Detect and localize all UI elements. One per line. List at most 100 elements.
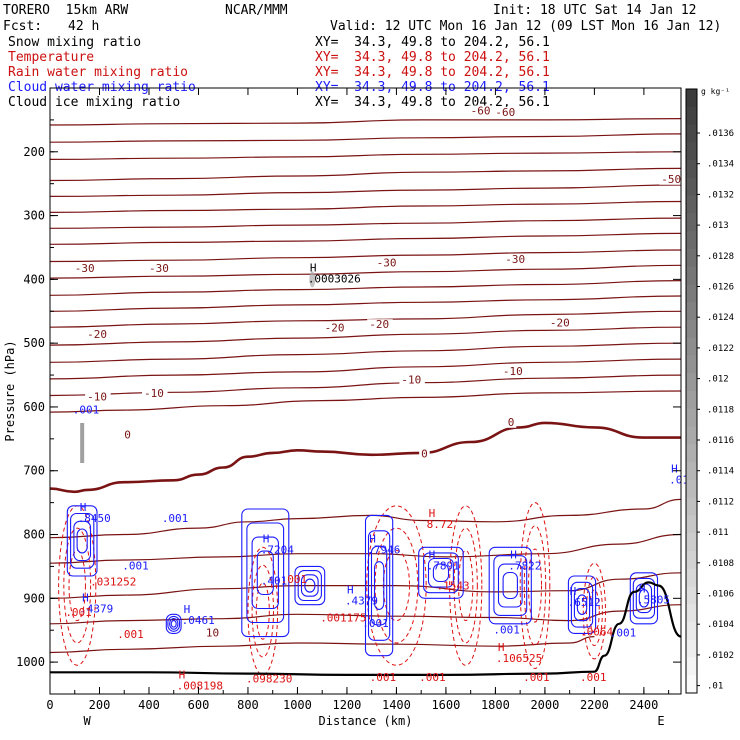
temperature-label-bg-3: [72, 263, 99, 275]
cloud_water-max-value-8: .4379: [345, 595, 378, 608]
colorbar-cell-1: [686, 106, 697, 126]
cloud_water-max-value-7: .4379: [80, 602, 113, 615]
y-tick-label-6: 800: [23, 528, 45, 542]
colorbar-cell-17: [686, 391, 697, 410]
cloud_water-max-value-3: .001: [73, 403, 100, 416]
cloud-water-contour-2-3: [373, 561, 385, 610]
cloud_water-max-mark-15: H: [184, 603, 191, 616]
colorbar-cell-15: [686, 355, 697, 374]
cloud-water-contour-6-1: [632, 577, 656, 619]
cloud-water-contour-4-1: [493, 555, 528, 616]
isotherm-3: [50, 217, 681, 229]
x-tick-label-7: 1400: [382, 698, 411, 712]
colorbar-label-6: .0124: [707, 313, 734, 323]
field-xy-cloud-ice: XY= 34.3, 49.8 to 204.2, 56.1: [315, 95, 550, 110]
cloud-water-contour-6-3: [638, 589, 650, 608]
snow-maximum-shade: [309, 271, 316, 288]
colorbar-cell-0: [686, 89, 697, 108]
y-tick-label-4: 600: [23, 400, 45, 414]
cloud_water-max-value-4: .001: [122, 560, 149, 573]
colorbar-cell-29: [686, 604, 697, 623]
isotherm-1: [50, 184, 681, 197]
isotherm-5: [50, 249, 681, 263]
cloud-water-contour-7-2: [300, 574, 319, 597]
isotherm-4: [50, 232, 681, 245]
colorbar-cell-30: [686, 621, 697, 641]
cloud-water-contour-5-0: [567, 575, 597, 634]
cloud_water-max-mark-12: H: [570, 585, 577, 598]
rain-contour-1-0: [247, 546, 279, 676]
temperature-label-16: 0: [421, 448, 428, 461]
rain-max-value-20: .031252: [90, 576, 136, 589]
colorbar-cell-21: [686, 462, 697, 481]
rain-max-value-32: .001: [523, 671, 550, 684]
isotherm-2: [50, 200, 681, 213]
cloud-water-contour-1-0: [241, 508, 290, 638]
cloud-water-contour-0-3: [76, 528, 88, 554]
rain-contour-3-1: [453, 527, 478, 644]
colorbar-label-7: .0122: [707, 344, 734, 354]
rain-max-value-23: .001: [281, 573, 308, 586]
colorbar-label-0: .0136: [707, 129, 734, 139]
cloud-water-contour-2-1: [367, 530, 391, 641]
colorbar-label-16: .0104: [707, 620, 734, 630]
cloud-water-contour-5-1: [570, 581, 594, 628]
field-name-cloud-ice: Cloud ice mixing ratio: [8, 95, 181, 110]
colorbar-cell-2: [686, 124, 697, 143]
isotherm-17: [50, 151, 681, 160]
temperature-label-15: 0: [124, 429, 131, 442]
rain-max-value-25: .1543: [436, 579, 469, 592]
isotherm-9: [50, 310, 681, 328]
colorbar-cell-23: [686, 497, 697, 516]
temperature-label-10: -20: [550, 316, 570, 329]
cloud_water-max-value-16: .001: [362, 617, 389, 630]
colorbar-label-15: .0106: [707, 590, 734, 600]
x-tick-label-2: 400: [138, 698, 160, 712]
freezing-isotherm: [50, 421, 681, 494]
colorbar-unit: g kg⁻¹: [701, 87, 730, 96]
colorbar-frame: [685, 88, 698, 694]
isotherm-6: [50, 264, 681, 279]
cloud-water-contours: [66, 505, 659, 657]
rain-max-value-26: .106525: [496, 652, 542, 665]
cloud_water-max-value-18: .001: [610, 627, 637, 640]
temperature-contours: [50, 118, 681, 654]
temperature-label-6: -30: [505, 253, 525, 266]
cloud_water-max-mark-10: H: [429, 549, 436, 562]
colorbar-cell-20: [686, 444, 697, 463]
rain-max-value-31: .001: [419, 671, 446, 684]
colorbar-label-9: .0118: [707, 405, 734, 415]
cloud-water-contour-5-3: [576, 594, 588, 615]
cloud-water-contour-7-0: [294, 565, 326, 606]
colorbar-label-18: .01: [707, 682, 723, 692]
colorbar-label-12: .0112: [707, 497, 734, 507]
colorbar-cell-10: [686, 266, 697, 285]
cloud_water-max-mark-13: H: [639, 582, 646, 595]
isotherm-11: [50, 342, 681, 363]
colorbar-label-10: .0116: [707, 436, 734, 446]
y-tick-label-7: 900: [23, 591, 45, 605]
cloud-water-contour-0-1: [70, 512, 95, 569]
temperature-label-bg-6: [503, 254, 529, 266]
field-xy-temperature: XY= 34.3, 49.8 to 204.2, 56.1: [315, 50, 550, 65]
cloud-water-contour-8-2: [169, 617, 179, 630]
rain-max-value-22: .001: [117, 628, 144, 641]
temperature-label-bg-12: [142, 388, 168, 400]
isotherm-14: [50, 390, 681, 413]
colorbar-cell-18: [686, 408, 697, 428]
temperature-label-14: -10: [503, 365, 523, 378]
temperature-label-8: -20: [325, 321, 345, 334]
y-tick-label-2: 400: [23, 272, 45, 286]
x-axis-title: Distance (km): [319, 714, 413, 728]
field-name-snow: Snow mixing ratio: [8, 35, 142, 50]
rain-max-value-33: .001: [580, 671, 607, 684]
cloud_water-max-value-5: .7204: [261, 544, 294, 557]
cloud-water-contour-2-0: [364, 514, 394, 657]
rain-max-mark-19: H: [429, 507, 436, 520]
colorbar-cell-12: [686, 302, 697, 321]
colorbar-cell-24: [686, 515, 697, 534]
rain-contour-1-1: [251, 564, 275, 658]
cloud_water-max-value-6: .401: [261, 574, 288, 587]
